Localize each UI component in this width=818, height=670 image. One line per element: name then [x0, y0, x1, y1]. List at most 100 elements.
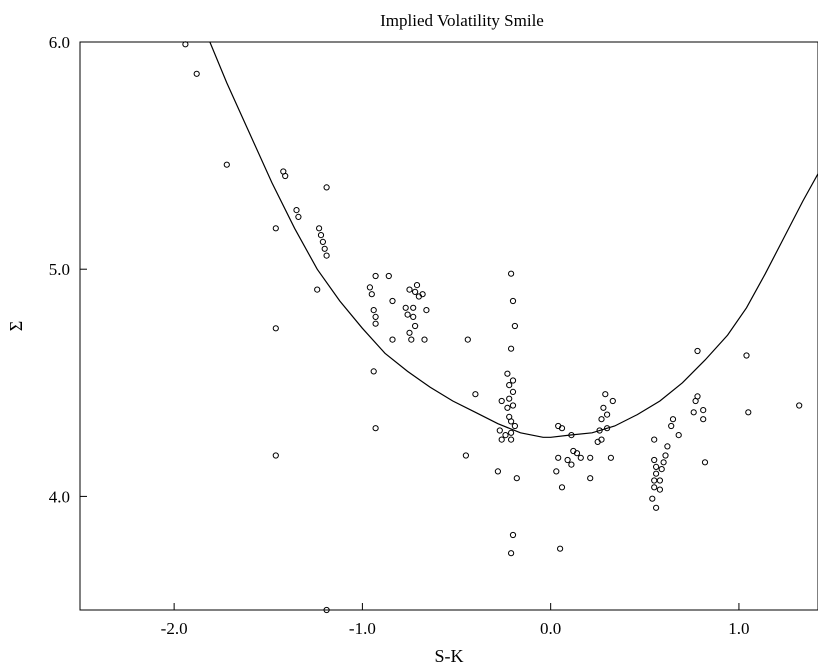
data-point	[690, 409, 697, 416]
data-point	[557, 545, 564, 552]
data-point	[651, 436, 658, 443]
data-point	[366, 284, 373, 291]
data-point	[272, 452, 279, 459]
data-point	[509, 377, 517, 384]
data-point	[293, 207, 300, 214]
scatter-points-layer	[182, 41, 803, 614]
data-point	[656, 477, 664, 484]
data-point	[408, 336, 415, 343]
y-tick-label: 6.0	[49, 33, 70, 52]
data-point	[494, 468, 501, 475]
data-point	[412, 288, 419, 295]
data-point	[651, 484, 658, 491]
chart-title: Implied Volatility Smile	[380, 11, 544, 30]
data-point	[602, 391, 609, 398]
x-tick-label: -2.0	[161, 619, 188, 638]
data-point	[413, 282, 421, 289]
data-point	[223, 161, 230, 168]
data-point	[598, 416, 605, 423]
data-point	[651, 456, 658, 464]
data-point	[406, 286, 413, 293]
data-point	[669, 416, 677, 423]
data-point	[419, 291, 426, 298]
data-point	[664, 443, 671, 450]
data-point	[656, 486, 664, 493]
data-point	[509, 531, 517, 539]
data-point	[600, 404, 607, 411]
data-point	[193, 70, 200, 77]
data-point	[372, 272, 379, 280]
data-point	[319, 238, 326, 245]
data-point	[368, 291, 375, 298]
data-point	[323, 184, 330, 191]
y-axis: 4.0 5.0 6.0	[49, 33, 87, 506]
data-point	[509, 388, 517, 395]
data-point	[604, 411, 611, 418]
data-point	[182, 41, 189, 48]
data-point	[508, 418, 515, 425]
data-point	[660, 459, 667, 466]
y-tick-label: 4.0	[49, 487, 70, 506]
y-axis-label: Σ	[6, 321, 26, 331]
data-point	[651, 477, 658, 484]
data-point	[370, 368, 377, 375]
data-point	[372, 313, 379, 320]
data-point	[498, 397, 505, 405]
data-point	[321, 245, 328, 252]
data-point	[694, 393, 701, 400]
data-point	[568, 432, 575, 439]
data-point	[607, 454, 615, 461]
plot-frame	[79, 41, 818, 611]
data-point	[508, 429, 515, 436]
x-axis-label: S-K	[434, 646, 463, 666]
data-point	[694, 347, 701, 355]
data-point	[511, 422, 519, 430]
data-point	[506, 382, 513, 389]
y-tick-label: 5.0	[49, 260, 70, 279]
data-point	[370, 307, 377, 314]
x-axis: -2.0 -1.0 0.0 1.0	[161, 603, 750, 638]
data-point	[596, 427, 603, 434]
data-point	[558, 425, 566, 432]
data-point	[323, 252, 330, 259]
data-point	[513, 475, 520, 482]
data-point	[462, 452, 469, 459]
data-point	[498, 436, 505, 443]
data-point	[609, 397, 616, 405]
data-point	[573, 450, 581, 457]
data-point	[504, 404, 511, 411]
data-point	[389, 297, 396, 305]
data-point	[421, 336, 428, 343]
data-point	[404, 311, 411, 318]
data-point	[564, 456, 571, 464]
data-point	[496, 427, 503, 434]
data-point	[506, 395, 513, 402]
data-point	[668, 422, 675, 430]
data-point	[502, 432, 509, 439]
data-point	[587, 475, 594, 482]
data-point	[372, 425, 379, 432]
data-point	[314, 286, 321, 293]
data-point	[743, 352, 750, 359]
data-point	[796, 402, 803, 409]
data-point	[282, 172, 289, 180]
fitted-curve-layer	[209, 42, 818, 438]
data-point	[316, 225, 323, 232]
data-point	[511, 322, 519, 330]
data-point	[558, 484, 566, 491]
data-point	[553, 468, 560, 475]
data-point	[555, 454, 562, 461]
data-point	[412, 322, 419, 330]
data-point	[653, 470, 660, 477]
data-point	[653, 463, 660, 470]
data-point	[317, 232, 325, 239]
data-point	[700, 407, 707, 414]
x-tick-label: -1.0	[349, 619, 376, 638]
data-point	[508, 270, 515, 277]
data-point	[272, 225, 279, 232]
data-point	[410, 304, 417, 311]
data-point	[410, 313, 417, 320]
data-point	[385, 272, 392, 280]
data-point	[700, 416, 707, 423]
